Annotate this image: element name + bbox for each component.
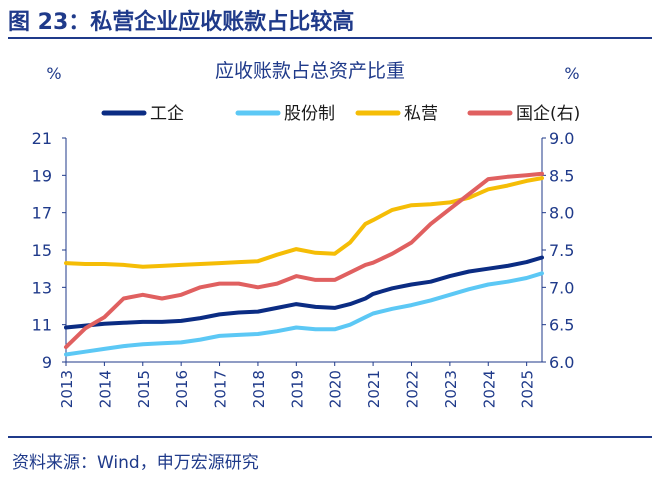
x-tick-label: 2020 xyxy=(327,370,345,408)
chart-title: 应收账款占总资产比重 xyxy=(215,60,405,82)
right-axis-unit: % xyxy=(564,64,579,83)
x-tick-label: 2025 xyxy=(519,370,537,408)
right-tick-label: 8.5 xyxy=(549,166,574,185)
figure-title: 图 23：私营企业应收账款占比较高 xyxy=(8,10,355,35)
legend: 工企 股份制 私营 国企(右) xyxy=(101,104,580,124)
line-chart: 应收账款占总资产比重 % % 工企 股份制 私营 国企(右) 9 11 13 15 17 19 2… xyxy=(32,60,581,408)
legend-label-3: 私营 xyxy=(404,104,438,124)
right-tick-label: 9.0 xyxy=(549,129,574,148)
right-tick-label: 6.5 xyxy=(549,316,574,335)
legend-label-1: 工企 xyxy=(150,104,184,124)
x-tick-label: 2019 xyxy=(288,370,306,408)
x-tick-label: 2023 xyxy=(442,370,460,408)
x-tick-label: 2013 xyxy=(58,370,76,408)
series-group xyxy=(64,171,544,357)
right-tick-label: 8.0 xyxy=(549,204,574,223)
right-tick-label: 6.0 xyxy=(549,353,574,372)
left-tick-label: 19 xyxy=(32,166,52,185)
right-tick-label: 7.0 xyxy=(549,278,574,297)
x-tick-label: 2021 xyxy=(365,370,383,408)
x-tick-label: 2016 xyxy=(173,370,191,408)
left-tick-label: 11 xyxy=(32,316,52,335)
title-rule xyxy=(8,37,652,39)
source-note: 资料来源：Wind，申万宏源研究 xyxy=(12,453,259,473)
axes: 9 11 13 15 17 19 21 6.0 6.5 7.0 7.5 8.0 8.5 9.0 2013 20… xyxy=(32,129,575,408)
source-rule xyxy=(8,436,652,438)
left-tick-label: 9 xyxy=(42,353,52,372)
left-axis-unit: % xyxy=(46,64,61,83)
series-line-2 xyxy=(64,271,544,357)
x-tick-label: 2014 xyxy=(96,370,114,408)
x-tick-label: 2022 xyxy=(403,370,421,408)
x-tick-label: 2024 xyxy=(480,370,498,408)
legend-label-4: 国企(右) xyxy=(516,104,580,124)
left-tick-label: 15 xyxy=(32,241,52,260)
series-line-4 xyxy=(64,171,544,350)
left-tick-label: 13 xyxy=(32,278,52,297)
x-tick-label: 2015 xyxy=(135,370,153,408)
left-tick-label: 17 xyxy=(32,204,52,223)
x-tick-label: 2017 xyxy=(212,370,230,408)
left-tick-label: 21 xyxy=(32,129,52,148)
right-tick-label: 7.5 xyxy=(549,241,574,260)
legend-label-2: 股份制 xyxy=(284,104,335,124)
series-line-1 xyxy=(64,255,544,330)
x-tick-label: 2018 xyxy=(250,370,268,408)
